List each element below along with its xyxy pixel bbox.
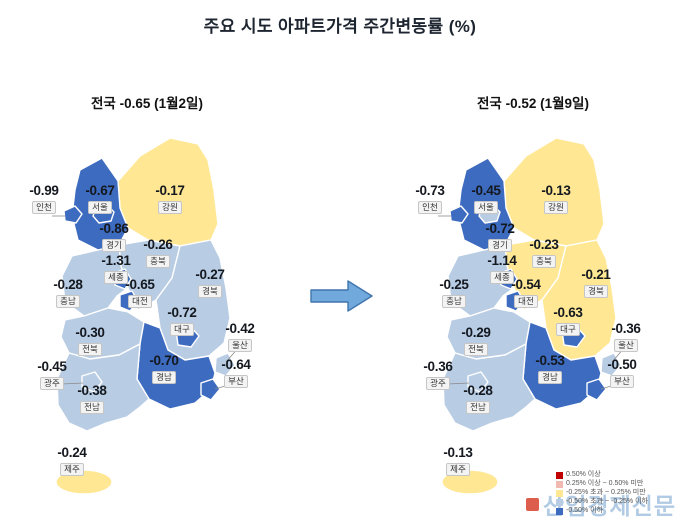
legend-label: -0.50% 이하	[566, 507, 604, 514]
legend: 0.50% 이상 0.25% 이상 ~ 0.50% 미만 -0.25% 초과 ~…	[556, 471, 648, 516]
legend-item: 0.50% 이상	[556, 471, 648, 479]
callout-line-gwangju	[447, 382, 470, 385]
watermark: 산업경제신문	[526, 487, 676, 521]
legend-swatch	[556, 480, 563, 488]
map-week1: -0.99 인천 -0.67 서울 -0.17 강원 -0.86 경기 -0.2…	[18, 126, 288, 524]
legend-item: -0.50% 초과 ~ -0.25% 이하	[556, 498, 648, 506]
subtitle-week2: 전국 -0.52 (1월9일)	[477, 96, 589, 111]
region-shape-ulsan	[214, 352, 236, 377]
region-shape-incheon	[449, 205, 469, 224]
region-shape-jeju	[55, 469, 113, 495]
region-shape-gangwon	[117, 137, 219, 247]
region-shape-gangwon	[503, 137, 605, 247]
legend-swatch	[556, 471, 563, 479]
region-shapes	[55, 137, 236, 495]
korea-map-svg	[438, 137, 626, 495]
legend-swatch	[556, 489, 563, 497]
transition-arrow-icon	[310, 280, 373, 312]
legend-swatch	[556, 498, 563, 506]
region-shape-ulsan	[600, 352, 622, 377]
subtitle-week1: 전국 -0.65 (1월2일)	[91, 96, 203, 111]
legend-label: -0.50% 초과 ~ -0.25% 이하	[566, 498, 648, 505]
region-shapes	[441, 137, 622, 495]
region-shape-jeonnam	[56, 343, 150, 432]
region-shape-incheon	[63, 205, 83, 224]
legend-swatch	[556, 507, 563, 515]
region-shape-gwangju	[467, 371, 489, 393]
watermark-text: 산업경제신문	[543, 493, 676, 519]
region-shape-jeju	[441, 469, 499, 495]
newspaper-logo-icon	[526, 497, 540, 511]
legend-label: -0.25% 초과 ~ 0.25% 미만	[566, 489, 646, 496]
korea-map-svg	[52, 137, 240, 495]
region-shape-gwangju	[81, 371, 103, 393]
legend-item: -0.25% 초과 ~ 0.25% 미만	[556, 489, 648, 497]
region-shape-busan	[586, 378, 607, 401]
legend-label: 0.25% 이상 ~ 0.50% 미만	[566, 480, 644, 487]
legend-label: 0.50% 이상	[566, 471, 601, 478]
legend-item: 0.25% 이상 ~ 0.50% 미만	[556, 480, 648, 488]
region-shape-busan	[200, 378, 221, 401]
region-shape-gyeonggi	[71, 157, 129, 251]
region-shape-jeonnam	[442, 343, 536, 432]
map-week2: -0.73 인천 -0.45 서울 -0.13 강원 -0.72 경기 -0.2…	[404, 126, 674, 524]
page-title: 주요 시도 아파트가격 주간변동률 (%)	[203, 17, 477, 36]
callout-line-gwangju	[61, 382, 84, 385]
region-shape-gyeonggi	[457, 157, 515, 251]
legend-item: -0.50% 이하	[556, 507, 648, 515]
